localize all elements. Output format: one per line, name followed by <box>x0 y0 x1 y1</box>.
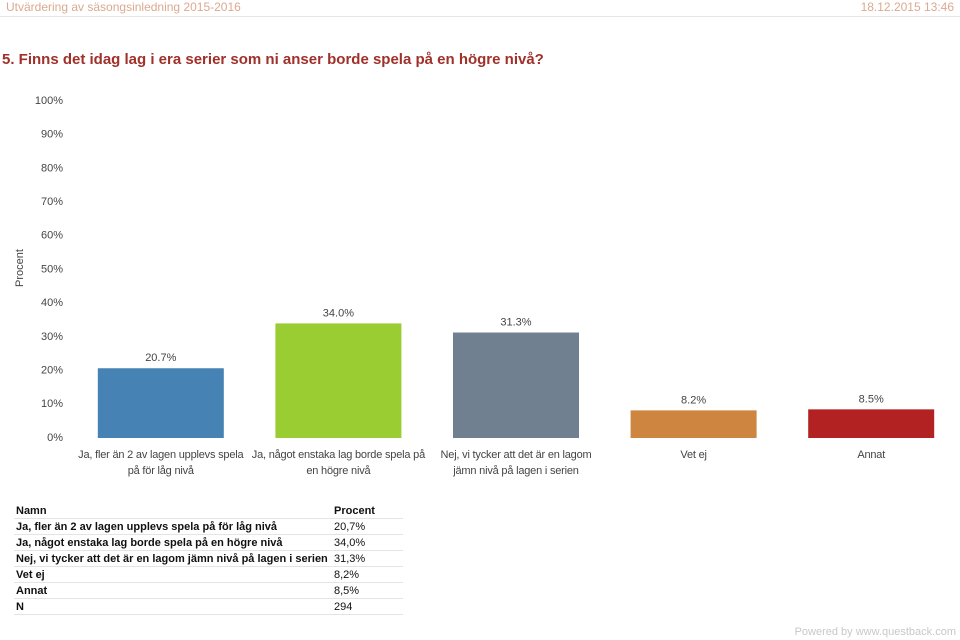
row-name: Nej, vi tycker att det är en lagom jämn … <box>14 550 332 567</box>
row-name: Annat <box>14 582 332 599</box>
chart: Procent 0% 10% 20% 30% 40% 50% 60% 70% 80% 90% 100… <box>14 95 935 444</box>
y-tick-label: 10% <box>41 398 63 410</box>
y-tick-label: 20% <box>41 365 63 377</box>
question: 5. Finns det idag lag i era serier som n… <box>2 51 544 68</box>
y-tick-label: 100% <box>35 95 63 107</box>
bar <box>808 409 935 438</box>
table-row: Ja, fler än 2 av lagen upplevs spela på … <box>14 518 403 535</box>
row-value: 294 <box>332 598 403 615</box>
row-name: N <box>14 598 332 615</box>
value-label: 31.3% <box>500 316 531 328</box>
bar <box>630 410 757 438</box>
column-header: Procent <box>332 503 403 519</box>
value-label: 8.2% <box>681 394 706 406</box>
row-value: 31,3% <box>332 550 403 567</box>
x-tick-label: Annat <box>857 449 886 461</box>
x-tick-label: Nej, vi tycker att det är en lagom jämn … <box>440 449 592 477</box>
footer: Powered by www.questback.com <box>794 626 956 638</box>
y-tick-label: 40% <box>41 297 63 309</box>
y-tick-label: 90% <box>41 129 63 141</box>
row-value: 20,7% <box>332 518 403 535</box>
bar <box>275 323 402 438</box>
y-tick-label: 80% <box>41 162 63 174</box>
x-tick-label: Ja, fler än 2 av lagen upplevs spela på … <box>78 449 244 477</box>
value-label: 20.7% <box>145 352 176 364</box>
bar <box>97 368 224 438</box>
row-name: Ja, något enstaka lag borde spela på en … <box>14 534 332 551</box>
header-rule <box>0 16 960 17</box>
table-header-row: Namn Procent <box>14 503 403 519</box>
table-row: Annat 8,5% <box>14 582 403 599</box>
table-row: Ja, något enstaka lag borde spela på en … <box>14 534 403 551</box>
y-tick-label: 60% <box>41 230 63 242</box>
y-tick-label: 70% <box>41 196 63 208</box>
y-tick-label: 0% <box>47 432 63 444</box>
row-value: 8,2% <box>332 566 403 583</box>
y-tick-label: 50% <box>41 263 63 275</box>
y-tick-label: 30% <box>41 331 63 343</box>
row-value: 8,5% <box>332 582 403 599</box>
table-row: N 294 <box>14 598 403 615</box>
row-name: Ja, fler än 2 av lagen upplevs spela på … <box>14 518 332 535</box>
header-title: Utvärdering av säsongsinledning 2015-201… <box>6 0 241 14</box>
summary-table: Namn Procent Ja, fler än 2 av lagen upplev… <box>14 503 403 615</box>
row-name: Vet ej <box>14 566 332 583</box>
bar <box>453 332 579 438</box>
header-date: 18.12.2015 13:46 <box>860 0 954 14</box>
x-tick-label: Vet ej <box>680 449 707 461</box>
value-label: 34.0% <box>323 307 354 319</box>
column-header: Namn <box>14 503 332 519</box>
x-tick-label: Ja, något enstaka lag borde spela på en … <box>251 449 425 477</box>
table-row: Vet ej 8,2% <box>14 566 403 583</box>
value-label: 8.5% <box>859 393 884 405</box>
table-row: Nej, vi tycker att det är en lagom jämn … <box>14 550 403 567</box>
y-axis-label: Procent <box>14 249 26 287</box>
row-value: 34,0% <box>332 534 403 551</box>
